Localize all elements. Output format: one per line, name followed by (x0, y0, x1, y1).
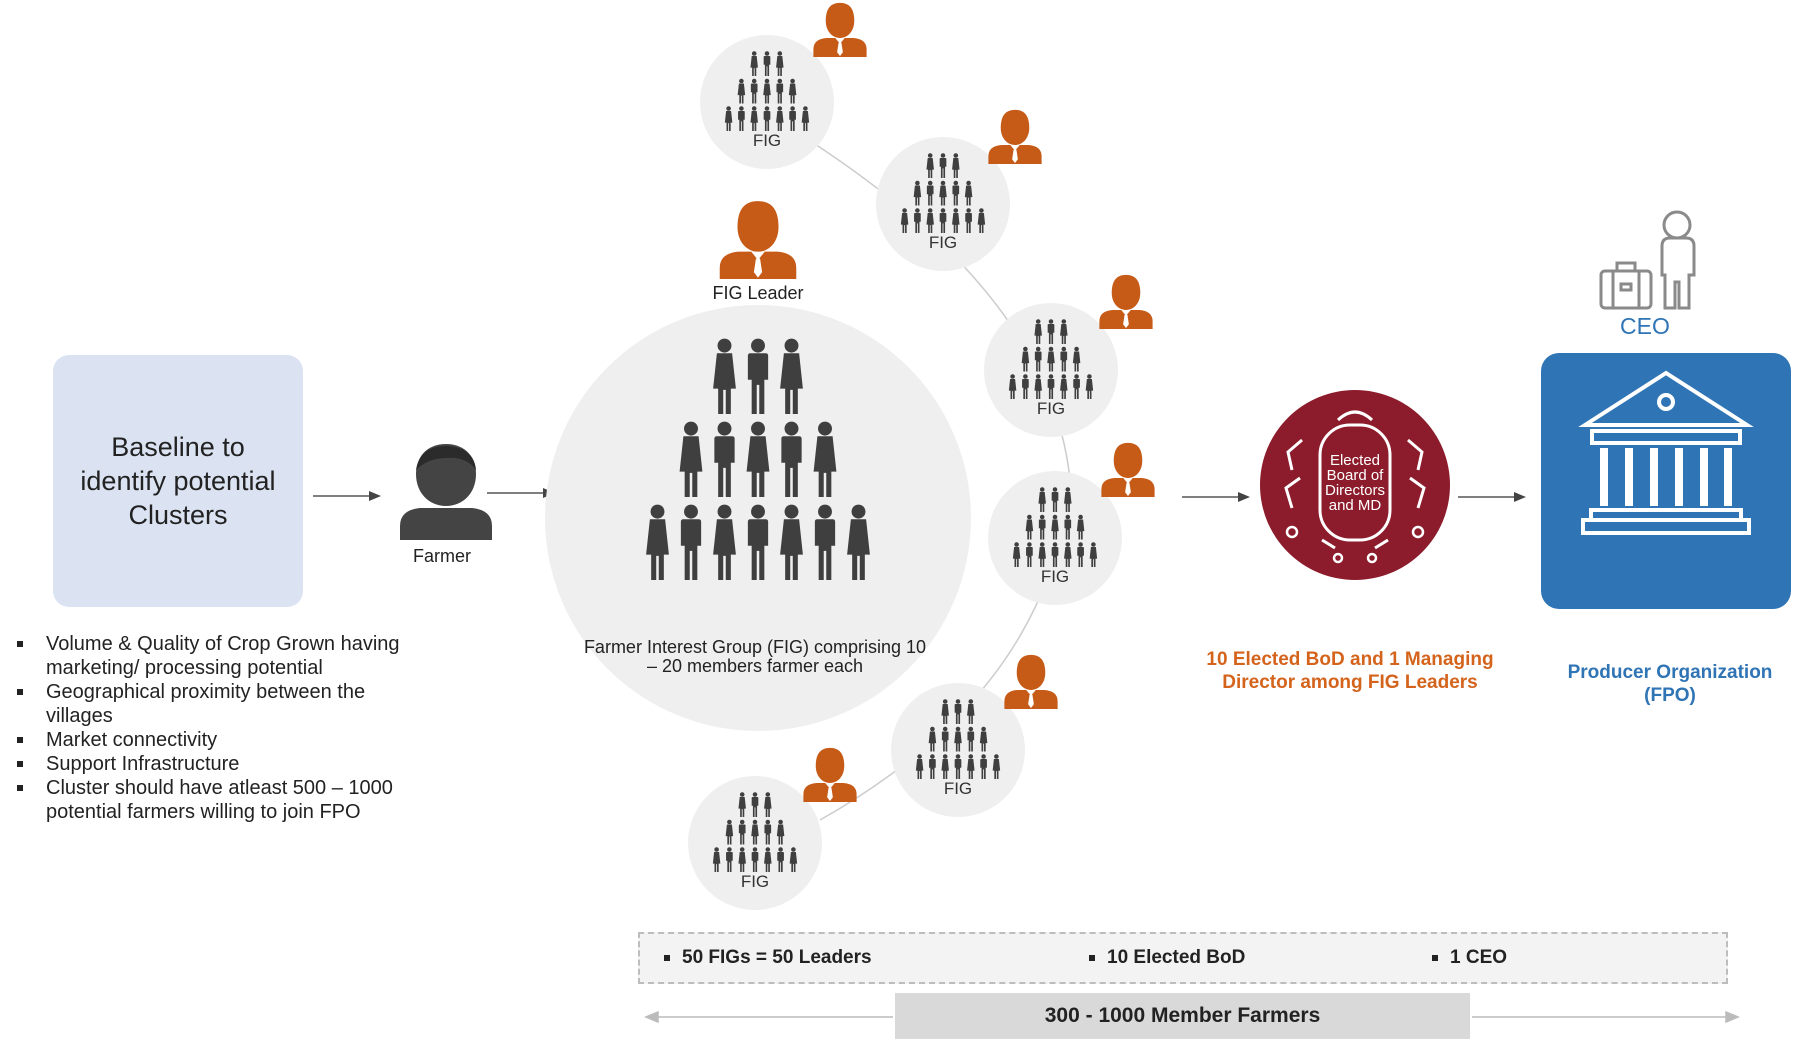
institution-icon (1541, 353, 1791, 609)
list-item: Geographical proximity between the villa… (14, 680, 434, 728)
list-item: Support Infrastructure (14, 752, 434, 776)
arrow-right-icon (313, 490, 382, 502)
board-caption: 10 Elected BoD and 1 Managing Director a… (1206, 649, 1494, 693)
leader-icon (1101, 442, 1155, 497)
boardroom-icon: Elected Board of Directors and MD (1260, 390, 1450, 580)
list-item: Volume & Quality of Crop Grown having ma… (14, 632, 434, 680)
leader-icon (988, 109, 1042, 164)
fig-circle (688, 776, 822, 910)
fig-circle (876, 137, 1010, 271)
ceo-label: CEO (1620, 313, 1670, 339)
span-arrow (644, 1010, 1740, 1024)
summary-item-figs: 50 FIGs = 50 Leaders (662, 947, 872, 969)
board-icon-text-1: Elected (1330, 452, 1380, 469)
briefcase-icon (1599, 261, 1653, 310)
member-farmers-bar: 300 - 1000 Member Farmers (895, 993, 1470, 1039)
fig-label: FIG (943, 779, 973, 798)
summary-item-bod: 10 Elected BoD (1087, 947, 1245, 969)
list-item: Cluster should have atleast 500 – 1000 p… (14, 776, 434, 824)
fig-label: FIG (1040, 567, 1070, 586)
board-icon-text-2: Board of (1327, 467, 1385, 484)
fig-group-description: Farmer Interest Group (FIG) comprising 1… (583, 637, 927, 676)
fig-label: FIG (752, 131, 782, 150)
arrow-right-icon (487, 487, 556, 499)
baseline-box: Baseline to identify potential Clusters (53, 355, 303, 607)
fpo-caption: Producer Organization (FPO) (1567, 662, 1773, 706)
farmer-label: Farmer (413, 546, 471, 566)
leader-icon (803, 747, 857, 802)
leader-icon (719, 201, 797, 279)
list-item: Market connectivity (14, 728, 434, 752)
fig-circle (700, 35, 834, 169)
cluster-criteria-list: Volume & Quality of Crop Grown having ma… (14, 632, 434, 824)
fig-circles (688, 2, 1155, 910)
board-icon-text-3: Directors (1325, 482, 1385, 499)
board-icon-text-4: and MD (1329, 497, 1382, 514)
fig-circle (891, 683, 1025, 817)
summary-box: 50 FIGs = 50 Leaders 10 Elected BoD 1 CE… (638, 932, 1728, 984)
farmer-icon (400, 444, 492, 540)
fig-label: FIG (928, 233, 958, 252)
arrow-right-icon (1182, 491, 1251, 503)
ceo-icon (1660, 210, 1696, 310)
leader-icon (813, 2, 867, 57)
fig-circle (984, 303, 1118, 437)
fig-circle (988, 471, 1122, 605)
leader-icon (1099, 274, 1153, 329)
fig-leader-label: FIG Leader (712, 283, 804, 303)
summary-item-ceo: 1 CEO (1430, 947, 1507, 969)
fig-label: FIG (1036, 399, 1066, 418)
arrow-right-icon (1458, 491, 1527, 503)
baseline-text: Baseline to identify potential Clusters (80, 432, 276, 530)
fig-label: FIG (740, 872, 770, 891)
leader-icon (1004, 654, 1058, 709)
